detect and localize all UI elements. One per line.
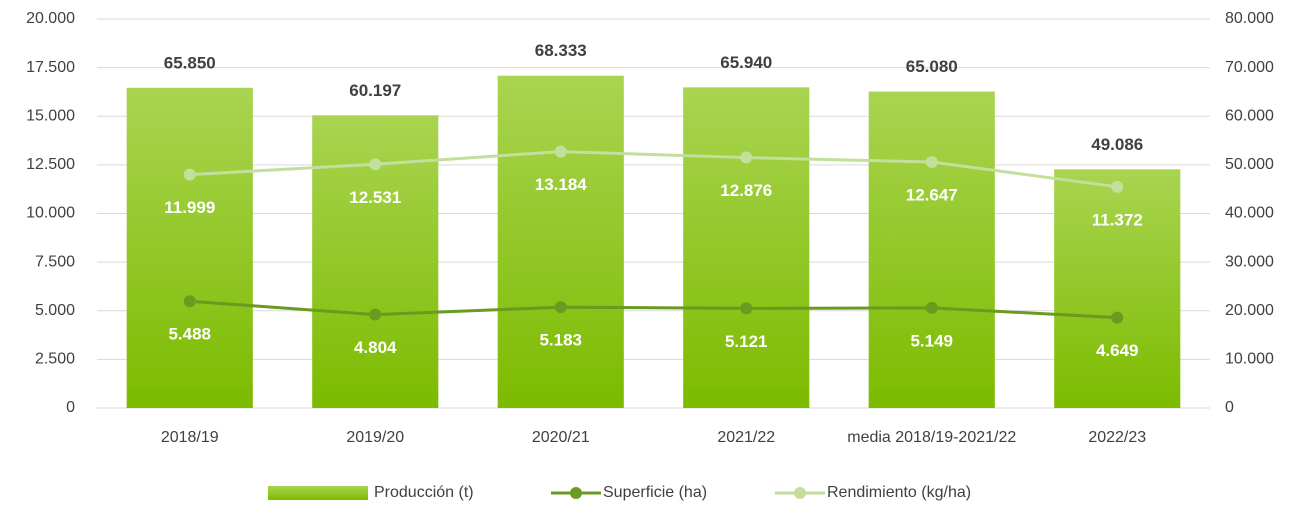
y-tick-label: 5.000 (35, 302, 75, 319)
data-label: 4.649 (1096, 341, 1139, 360)
x-tick-label: 2021/22 (717, 429, 775, 446)
y-tick-label: 0 (66, 399, 75, 416)
data-label: 60.197 (349, 81, 401, 100)
y2-tick-label: 10.000 (1225, 351, 1274, 368)
y2-tick-label: 20.000 (1225, 302, 1274, 319)
legend-label: Producción (t) (374, 484, 474, 501)
data-label: 5.121 (725, 332, 768, 351)
bar (126, 87, 253, 408)
point (369, 158, 382, 171)
bar (1054, 169, 1181, 408)
point (183, 168, 196, 181)
line (189, 150, 1118, 189)
legend-label: Superficie (ha) (603, 484, 707, 501)
x-tick-label: 2020/21 (532, 429, 590, 446)
line (189, 299, 1118, 320)
x-tick-label: 2018/19 (161, 429, 219, 446)
y-tick-label: 10.000 (26, 205, 75, 222)
bar (868, 91, 995, 409)
x-tick-label: 2019/20 (346, 429, 404, 446)
data-label: 12.647 (906, 186, 958, 205)
y-tick-label: 20.000 (26, 10, 75, 27)
data-label: 13.184 (535, 175, 588, 194)
point (1111, 311, 1124, 324)
data-label: 68.333 (535, 41, 587, 60)
data-label: 12.876 (720, 181, 772, 200)
y2-tick-label: 0 (1225, 399, 1234, 416)
y2-tick-label: 70.000 (1225, 59, 1274, 76)
y-tick-label: 7.500 (35, 253, 75, 270)
data-label: 49.086 (1091, 135, 1143, 154)
bar (683, 87, 810, 408)
data-label: 65.080 (906, 57, 958, 76)
legend-marker (794, 487, 806, 499)
data-label: 65.850 (164, 53, 216, 72)
x-tick-label: media 2018/19-2021/22 (847, 429, 1016, 446)
point (925, 301, 938, 314)
y-tick-label: 15.000 (26, 107, 75, 124)
data-label: 5.149 (910, 331, 953, 350)
data-label: 12.531 (349, 188, 401, 207)
y2-tick-label: 50.000 (1225, 156, 1274, 173)
y2-tick-label: 40.000 (1225, 205, 1274, 222)
legend-label: Rendimiento (kg/ha) (827, 484, 971, 501)
data-label: 11.999 (164, 198, 215, 217)
y-tick-label: 2.500 (35, 351, 75, 368)
point (369, 308, 382, 321)
bar (497, 75, 624, 409)
point (554, 301, 567, 314)
y-tick-label: 17.500 (26, 59, 75, 76)
point (183, 295, 196, 308)
legend-marker (570, 487, 582, 499)
point (925, 156, 938, 169)
y2-tick-label: 80.000 (1225, 10, 1274, 27)
data-label: 4.804 (354, 338, 397, 357)
point (740, 151, 753, 164)
y2-tick-label: 60.000 (1225, 107, 1274, 124)
point (740, 302, 753, 315)
data-label: 11.372 (1092, 210, 1143, 229)
x-tick-label: 2022/23 (1088, 429, 1146, 446)
point (1111, 180, 1124, 193)
y-tick-label: 12.500 (26, 156, 75, 173)
point (554, 145, 567, 158)
y2-tick-label: 30.000 (1225, 253, 1274, 270)
data-label: 65.940 (720, 53, 772, 72)
data-label: 5.488 (168, 325, 211, 344)
data-label: 5.183 (539, 331, 582, 350)
legend-swatch (268, 486, 368, 500)
